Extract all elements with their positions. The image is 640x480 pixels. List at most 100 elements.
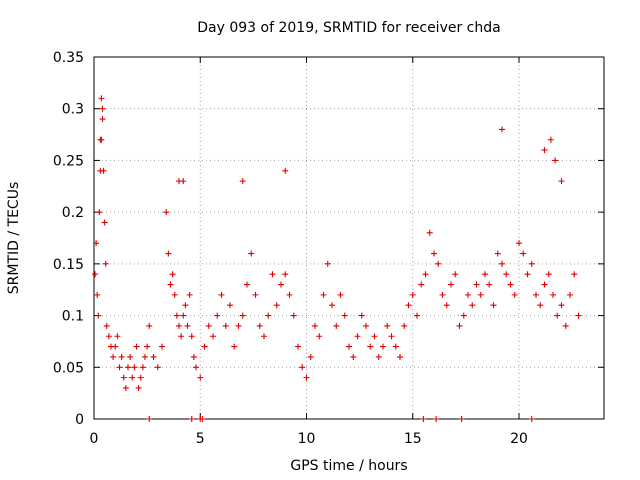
y-tick-labels: 0 0.05 0.1 0.15 0.2 0.25 0.3 0.35: [53, 50, 84, 428]
data-point: [273, 302, 280, 309]
data-point: [458, 416, 465, 422]
y-tick-label: 0.35: [53, 50, 84, 66]
data-point: [201, 343, 208, 350]
data-point: [214, 312, 221, 319]
data-point: [299, 364, 306, 371]
data-point: [409, 291, 416, 298]
data-point: [256, 322, 263, 329]
plot-frame: [93, 56, 605, 420]
data-point: [150, 353, 157, 360]
data-point: [511, 291, 518, 298]
data-point: [269, 271, 276, 278]
data-point: [333, 322, 340, 329]
ticks: [93, 56, 604, 420]
data-point: [261, 333, 267, 340]
data-point: [367, 343, 374, 350]
data-point: [112, 343, 119, 350]
data-point: [482, 271, 488, 278]
data-point: [312, 322, 318, 329]
data-point: [571, 271, 578, 278]
data-point: [173, 312, 180, 319]
data-point: [422, 271, 429, 278]
data-point: [552, 157, 559, 164]
y-tick-label: 0.05: [53, 360, 84, 376]
data-point: [110, 353, 117, 360]
data-point: [431, 250, 437, 257]
data-point: [114, 333, 121, 340]
data-point: [516, 240, 522, 247]
data-point: [507, 281, 514, 288]
data-point: [520, 250, 527, 257]
data-point: [329, 302, 335, 309]
data-point: [533, 291, 539, 298]
data-point: [244, 281, 250, 288]
data-point: [537, 302, 544, 309]
data-point: [550, 291, 556, 298]
data-point: [129, 374, 136, 381]
data-point: [473, 281, 480, 288]
x-axis-label: GPS time / hours: [290, 458, 407, 474]
x-tick-label: 0: [90, 431, 99, 447]
chart-title: Day 093 of 2019, SRMTID for receiver chd…: [197, 20, 500, 36]
x-tick-label: 20: [510, 431, 528, 447]
data-point: [426, 229, 433, 236]
data-point: [93, 240, 100, 247]
data-point: [439, 291, 446, 298]
data-point: [165, 250, 172, 257]
data-point: [494, 250, 501, 257]
data-point: [388, 333, 395, 340]
data-point: [222, 322, 229, 329]
data-point: [433, 416, 440, 422]
data-point: [176, 322, 182, 329]
data-point: [575, 312, 582, 319]
data-point: [499, 260, 505, 267]
data-point: [448, 281, 454, 288]
data-point: [307, 353, 314, 360]
data-point: [547, 136, 554, 143]
data-point: [443, 302, 450, 309]
data-point: [122, 384, 129, 391]
data-point: [405, 302, 412, 309]
data-point: [456, 322, 463, 329]
data-point: [303, 374, 310, 381]
data-point: [350, 353, 357, 360]
data-point: [490, 302, 497, 309]
data-point: [101, 219, 108, 226]
data-point: [99, 116, 106, 123]
data-point: [193, 364, 199, 371]
data-point: [528, 260, 535, 267]
data-point: [218, 291, 225, 298]
data-point: [169, 271, 176, 278]
data-point: [420, 416, 427, 422]
data-point: [188, 416, 195, 422]
data-point: [341, 312, 348, 319]
data-point: [358, 312, 365, 319]
data-point: [380, 343, 386, 350]
data-point: [186, 291, 193, 298]
data-point: [205, 322, 212, 329]
data-point: [227, 302, 233, 309]
data-point: [98, 95, 105, 102]
data-point: [239, 178, 246, 185]
data-point: [239, 312, 246, 319]
data-point: [199, 416, 206, 422]
y-tick-label: 0.15: [53, 257, 84, 273]
data-point: [131, 364, 138, 371]
data-point: [252, 291, 259, 298]
data-point: [144, 343, 151, 350]
data-point: [184, 322, 191, 329]
data-point: [137, 374, 144, 381]
data-point: [337, 291, 344, 298]
x-tick-labels: 0 5 10 15 20: [90, 431, 528, 447]
data-point: [95, 312, 102, 319]
x-tick-label: 5: [196, 431, 205, 447]
data-point: [167, 281, 174, 288]
data-point: [282, 167, 289, 174]
grid: [94, 57, 604, 419]
data-point: [460, 312, 467, 319]
data-point: [541, 281, 548, 288]
data-point: [99, 105, 106, 112]
y-axis-label: SRMTID / TECUs: [6, 182, 22, 295]
data-point: [282, 271, 289, 278]
